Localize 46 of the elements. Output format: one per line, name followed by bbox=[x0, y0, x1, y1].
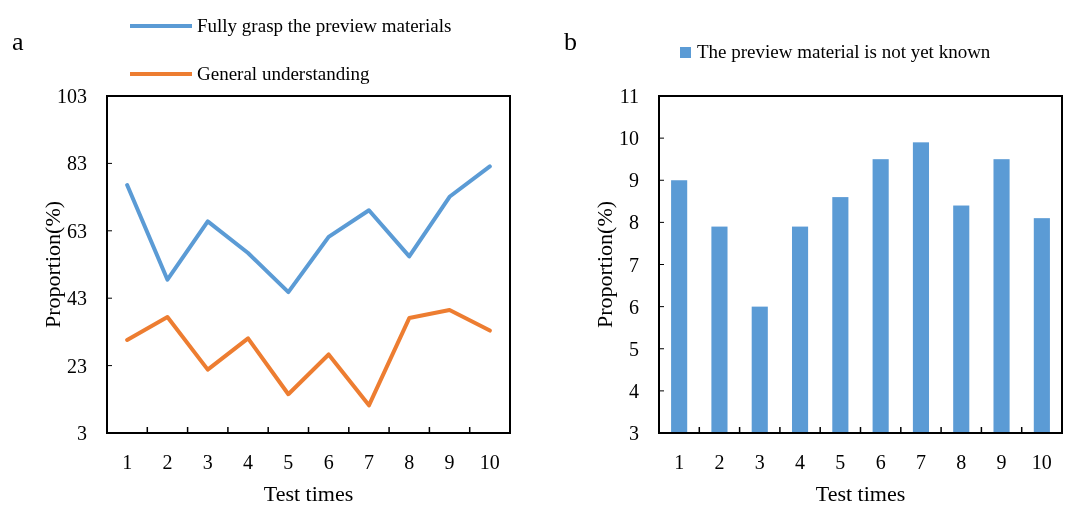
x-tick-label: 3 bbox=[754, 451, 765, 473]
y-tick-label: 3 bbox=[77, 422, 87, 444]
line-series bbox=[125, 308, 492, 408]
y-tick-label: 5 bbox=[629, 337, 639, 360]
x-tick-label: 4 bbox=[243, 451, 254, 473]
line-series bbox=[125, 164, 492, 295]
y-tick-label: 103 bbox=[57, 85, 87, 107]
x-tick-label: 8 bbox=[956, 451, 967, 473]
x-tick-label: 9 bbox=[996, 451, 1007, 473]
chart-title: a bbox=[12, 27, 24, 56]
x-tick-label: 2 bbox=[714, 451, 725, 473]
y-tick-label: 6 bbox=[629, 295, 639, 318]
y-tick-label: 63 bbox=[67, 219, 87, 242]
x-tick-label: 9 bbox=[444, 451, 455, 473]
x-tick-label: 1 bbox=[122, 451, 133, 473]
y-tick-label: 43 bbox=[67, 287, 87, 310]
x-tick-label: 6 bbox=[875, 451, 886, 473]
x-axis-title: Test times bbox=[815, 481, 906, 505]
x-tick-label: 8 bbox=[404, 451, 415, 473]
y-tick-label: 83 bbox=[67, 152, 87, 175]
x-tick-label: 7 bbox=[915, 451, 926, 473]
y-tick-label: 8 bbox=[629, 211, 639, 234]
y-tick-label: 9 bbox=[629, 169, 639, 192]
x-tick-label: 4 bbox=[795, 451, 806, 473]
y-tick-label: 4 bbox=[629, 379, 639, 402]
y-axis-title: Proportion(%) bbox=[40, 200, 65, 329]
legend-label: Fully grasp the preview materials bbox=[197, 15, 452, 36]
x-tick-label: 5 bbox=[283, 451, 294, 473]
x-tick-label: 10 bbox=[479, 451, 500, 473]
y-tick-label: 10 bbox=[619, 127, 639, 150]
legend-label: The preview material is not yet known bbox=[697, 41, 991, 62]
x-tick-label: 10 bbox=[1031, 451, 1052, 473]
y-tick-label: 7 bbox=[629, 253, 639, 276]
y-tick-label: 3 bbox=[629, 422, 639, 444]
chart-title: b bbox=[564, 27, 577, 56]
y-axis-title: Proportion(%) bbox=[592, 200, 617, 329]
x-tick-label: 1 bbox=[674, 451, 685, 473]
y-tick-label: 11 bbox=[619, 85, 639, 107]
x-tick-label: 7 bbox=[363, 451, 374, 473]
x-tick-label: 3 bbox=[202, 451, 213, 473]
x-tick-label: 6 bbox=[323, 451, 334, 473]
x-tick-label: 5 bbox=[835, 451, 846, 473]
x-tick-label: 2 bbox=[162, 451, 173, 473]
legend-label: General understanding bbox=[197, 63, 371, 84]
x-axis-title: Test times bbox=[263, 481, 354, 505]
y-tick-label: 23 bbox=[67, 354, 87, 377]
